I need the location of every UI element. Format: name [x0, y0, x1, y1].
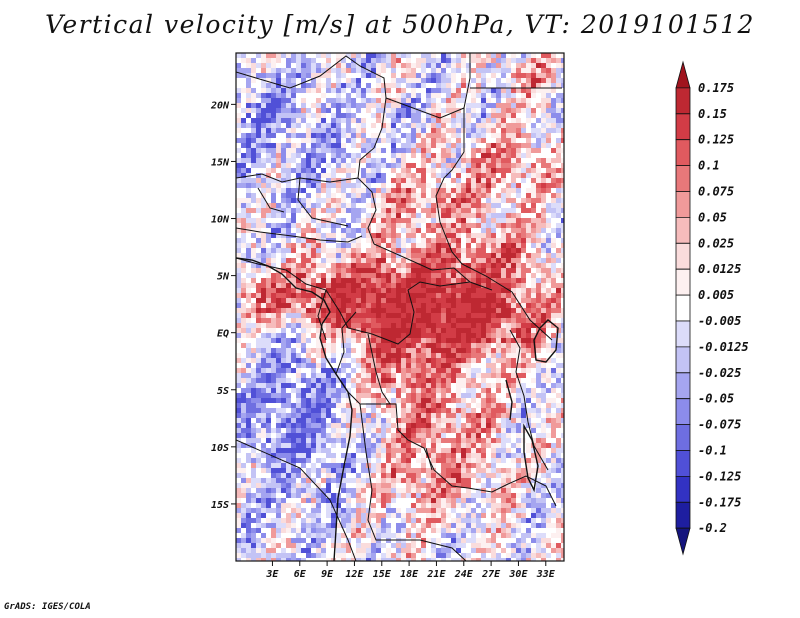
lat-tick-label: 20N [210, 100, 230, 111]
colorbar-swatch [675, 242, 691, 270]
colorbar-label: -0.025 [698, 366, 741, 380]
lat-tick-label: 15S [211, 500, 229, 511]
lon-tick-label: 18E [400, 569, 419, 580]
lon-tick-label: 33E [536, 569, 556, 580]
colorbar-swatch [675, 216, 691, 244]
colorbar-swatch [675, 87, 691, 115]
lat-tick-label: EQ [217, 329, 229, 340]
colorbar-swatch [675, 527, 691, 556]
colorbar-swatch [675, 501, 691, 529]
colorbar-label: 0.005 [698, 288, 734, 302]
lon-tick-label: 15E [373, 569, 392, 580]
lat-tick-label: 5S [217, 386, 229, 397]
colorbar-swatch [675, 398, 691, 426]
colorbar-label: 0.075 [698, 185, 734, 199]
colorbar-swatch [675, 475, 691, 503]
colorbar-label: -0.005 [698, 314, 741, 328]
colorbar: 0.175 0.15 0.125 0.1 0.075 0.05 0.025 0.0125 0.0… [675, 60, 749, 556]
lon-tick-label: 30E [508, 569, 528, 580]
colorbar-swatch [675, 113, 691, 141]
colorbar-swatch [675, 450, 691, 477]
colorbar-label: -0.075 [698, 418, 741, 432]
colorbar-swatch [675, 372, 691, 400]
colorbar-label: -0.0125 [698, 340, 749, 354]
colorbar-label: -0.05 [698, 392, 734, 406]
colorbar-label: -0.2 [698, 521, 727, 535]
lat-tick-label: 10S [211, 443, 229, 454]
colorbar-label: 0.05 [698, 210, 727, 224]
colorbar-label: -0.1 [698, 444, 727, 458]
map-frame [235, 52, 565, 562]
lon-tick-label: 24E [454, 569, 474, 580]
colorbar-swatch [675, 165, 691, 192]
colorbar-label: 0.15 [698, 107, 727, 121]
lon-tick-label: 12E [345, 569, 364, 580]
map-plot-area [236, 53, 564, 561]
colorbar-swatch [675, 320, 691, 348]
longitude-axis: 3E 6E 9E 12E 15E 18E 21E 24E 27E 30E 33E [265, 561, 556, 580]
colorbar-swatch [675, 346, 691, 374]
colorbar-label: 0.0125 [698, 262, 741, 276]
lat-tick-label: 5N [217, 272, 230, 283]
colorbar-label: -0.125 [698, 469, 741, 483]
colorbar-label: 0.125 [698, 133, 734, 147]
lon-tick-label: 6E [294, 569, 307, 580]
colorbar-swatch [675, 268, 691, 296]
colorbar-label: 0.1 [698, 159, 720, 173]
grads-credit: GrADS: IGES/COLA [4, 602, 91, 612]
lon-tick-label: 3E [265, 569, 279, 580]
velocity-field [236, 53, 564, 561]
lon-tick-label: 9E [321, 569, 334, 580]
lon-tick-label: 21E [426, 569, 446, 580]
colorbar-swatch [675, 60, 691, 89]
colorbar-swatch [675, 294, 691, 322]
latitude-axis: 20N 15N 10N 5N EQ 5S 10S 15S [210, 100, 236, 511]
colorbar-swatch [675, 424, 691, 451]
lat-tick-label: 10N [211, 215, 230, 226]
lon-tick-label: 27E [481, 569, 501, 580]
lat-tick-label: 15N [211, 157, 230, 168]
colorbar-swatch [675, 191, 691, 218]
colorbar-label: -0.175 [698, 495, 741, 509]
chart-title: Vertical velocity [m/s] at 500hPa, VT: 2… [45, 10, 755, 39]
colorbar-label: 0.175 [698, 81, 734, 95]
coastline [236, 257, 559, 561]
colorbar-label: 0.025 [698, 236, 734, 250]
colorbar-swatch [675, 139, 691, 167]
